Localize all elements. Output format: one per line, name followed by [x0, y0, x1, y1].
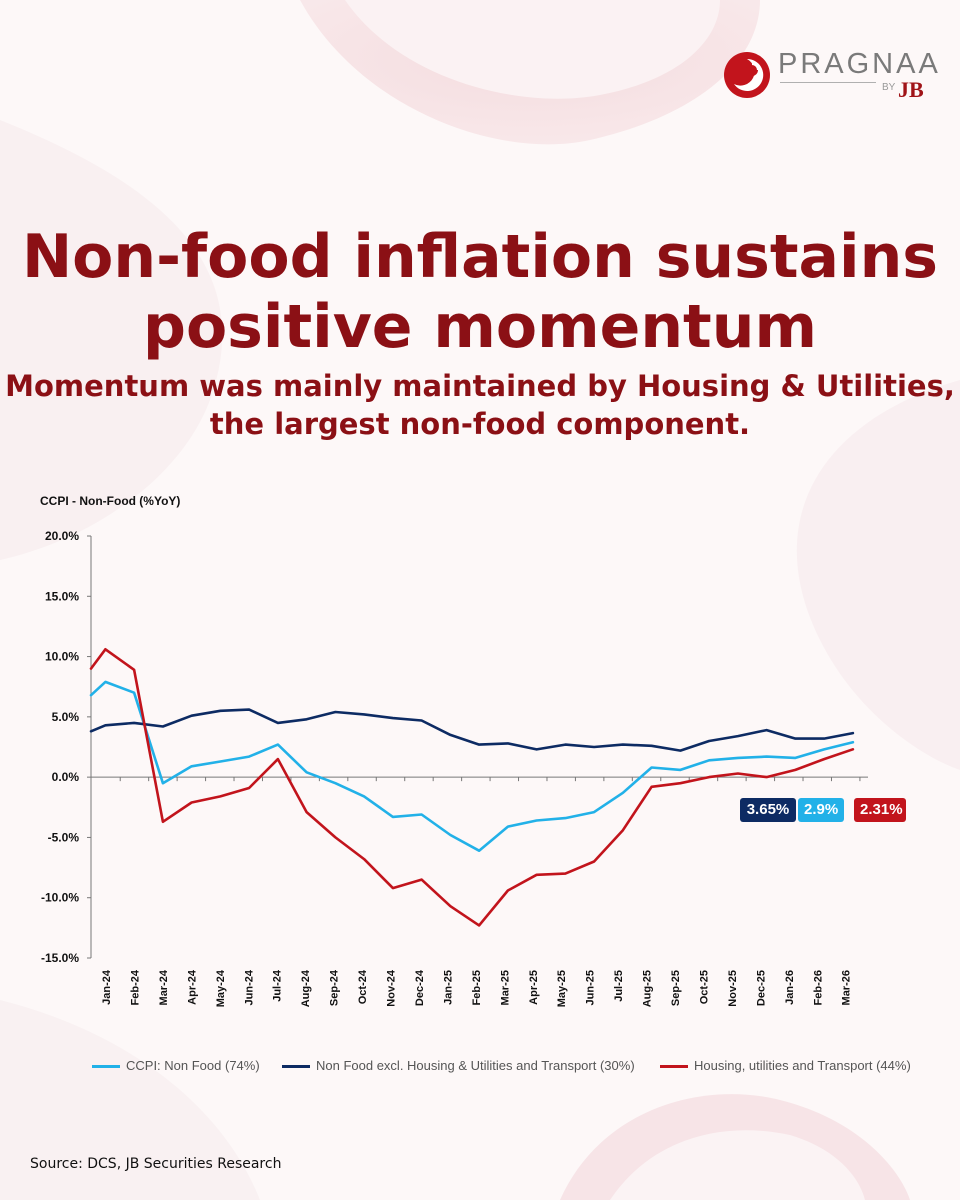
- x-tick-label: May-24: [215, 969, 227, 1007]
- x-tick-label: Jan-25: [442, 970, 454, 1005]
- legend-swatch: [92, 1065, 120, 1069]
- end-label-ccpi-non-food: 2.9%: [798, 798, 844, 822]
- x-tick-label: Feb-26: [812, 970, 824, 1005]
- x-tick-label: Sep-24: [329, 969, 341, 1006]
- x-tick-label: Dec-24: [414, 969, 426, 1006]
- y-tick-label: -5.0%: [48, 830, 80, 844]
- x-tick-label: Apr-25: [528, 970, 540, 1005]
- x-tick-label: May-25: [556, 970, 568, 1007]
- brand-logo: PRAGNAA BY JB: [722, 44, 938, 110]
- y-tick-label: 20.0%: [45, 529, 79, 543]
- x-tick-label: Jun-25: [585, 970, 597, 1005]
- y-tick-label: 15.0%: [45, 589, 79, 603]
- end-label-housing: 2.31%: [854, 798, 906, 822]
- y-tick-label: 10.0%: [45, 650, 79, 664]
- page-title: Non-food inflation sustains positive mom…: [21, 222, 939, 362]
- series-line-housing: [89, 647, 855, 927]
- series-line-non-food-excl: [89, 708, 855, 752]
- x-tick-label: Jan-26: [784, 970, 796, 1005]
- brand-rule: [780, 82, 876, 83]
- x-tick-label: Feb-25: [471, 970, 483, 1005]
- brand-name: PRAGNAA: [778, 48, 941, 80]
- x-tick-label: Oct-25: [698, 970, 710, 1004]
- x-tick-label: Jan-24: [101, 969, 113, 1005]
- legend-label: Housing, utilities and Transport (44%): [694, 1058, 911, 1073]
- series-line-ccpi-non-food: [89, 680, 855, 853]
- x-tick-label: Jul-24: [272, 969, 284, 1002]
- legend-label: CCPI: Non Food (74%): [126, 1058, 260, 1073]
- legend-item-non-food-excl: Non Food excl. Housing & Utilities and T…: [282, 1058, 635, 1073]
- end-label-non-food-excl: 3.65%: [740, 798, 796, 822]
- x-tick-label: Dec-25: [755, 970, 767, 1006]
- x-tick-label: Nov-25: [727, 970, 739, 1007]
- y-tick-label: -10.0%: [41, 891, 79, 905]
- x-tick-label: Aug-24: [300, 969, 312, 1007]
- x-tick-label: Feb-24: [129, 969, 141, 1005]
- source-note: Source: DCS, JB Securities Research: [30, 1156, 282, 1172]
- x-tick-label: Apr-24: [186, 969, 198, 1005]
- x-tick-label: Jul-25: [613, 970, 625, 1002]
- chart-y-axis-title: CCPI - Non-Food (%YoY): [40, 494, 181, 508]
- x-tick-label: Oct-24: [357, 969, 369, 1004]
- legend-label: Non Food excl. Housing & Utilities and T…: [316, 1058, 635, 1073]
- legend-item-housing: Housing, utilities and Transport (44%): [660, 1058, 911, 1073]
- x-tick-label: Mar-26: [841, 970, 853, 1005]
- y-tick-label: 5.0%: [52, 710, 80, 724]
- y-tick-label: -15.0%: [41, 951, 79, 965]
- x-tick-label: Mar-24: [158, 969, 170, 1005]
- x-tick-label: Jun-24: [243, 969, 255, 1005]
- page-subtitle: Momentum was mainly maintained by Housin…: [5, 369, 955, 441]
- x-tick-label: Nov-24: [386, 969, 398, 1007]
- x-tick-label: Sep-25: [670, 970, 682, 1006]
- legend-swatch: [660, 1065, 688, 1069]
- brand-jb: JB: [898, 77, 924, 102]
- brand-by: BY: [882, 82, 896, 93]
- x-tick-label: Aug-25: [642, 970, 654, 1007]
- y-tick-label: 0.0%: [52, 770, 80, 784]
- legend-swatch: [282, 1065, 310, 1069]
- pragnaa-logo-icon: [724, 52, 770, 98]
- x-tick-label: Mar-25: [499, 970, 511, 1005]
- legend-item-ccpi-non-food: CCPI: Non Food (74%): [92, 1058, 260, 1073]
